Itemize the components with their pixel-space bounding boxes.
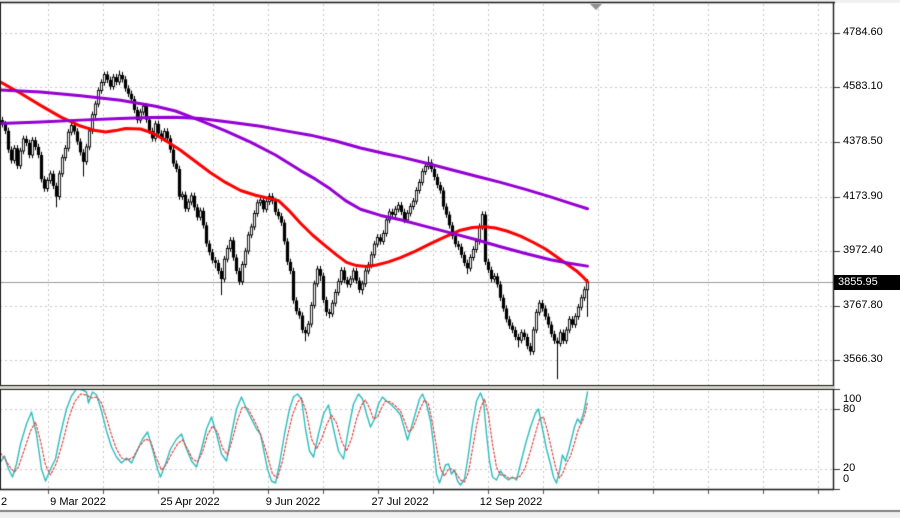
current-price-value: 3855.95 <box>838 276 878 288</box>
time-scale[interactable]: 2 9 Mar 2022 25 Apr 2022 9 Jun 2022 27 Jul 2… <box>0 489 900 511</box>
price-tick-label: 4583.10 <box>843 80 883 93</box>
indicator-tick-label: 100 <box>843 393 862 405</box>
date-label: 9 Jun 2022 <box>265 496 321 508</box>
indicator-tick-label: 0 <box>843 473 850 485</box>
price-tick-label: 3972.40 <box>843 244 883 256</box>
price-tick-label: 4784.60 <box>843 26 883 38</box>
date-label: 9 Mar 2022 <box>50 496 106 508</box>
price-scale[interactable]: 4784.60 4583.10 4378.50 4173.90 3972.40 3767.… <box>834 2 900 386</box>
date-label: 27 Jul 2022 <box>371 496 429 508</box>
price-tick-label: 4378.50 <box>843 135 883 147</box>
indicator-scale[interactable]: 100 80 20 0 <box>834 386 900 490</box>
current-price-badge: 3855.95 <box>834 275 900 290</box>
indicator-tick-label: 80 <box>843 403 856 415</box>
date-label: 2 <box>1 496 8 508</box>
indicator-tick-label: 20 <box>843 462 856 474</box>
price-tick-label: 4173.90 <box>843 189 883 202</box>
price-tick-label: 3566.30 <box>843 353 883 365</box>
price-tick-label: 3767.80 <box>843 298 883 311</box>
date-label: 25 Apr 2022 <box>160 496 220 508</box>
date-label: 12 Sep 2022 <box>479 496 543 508</box>
